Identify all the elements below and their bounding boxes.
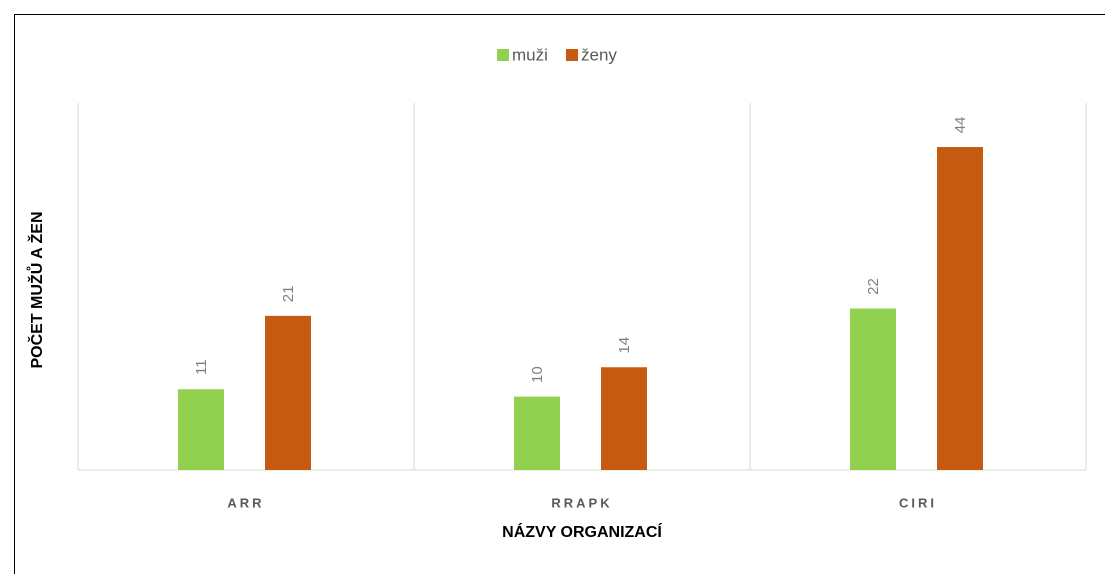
bar (850, 308, 896, 470)
bar (514, 396, 560, 470)
y-axis-title: POČET MUŽŮ A ŽEN (26, 211, 46, 368)
data-label: 44 (952, 117, 969, 134)
x-tick-label: CIRI (899, 495, 937, 510)
bar (601, 367, 647, 470)
x-tick-label: ARR (227, 495, 264, 510)
x-tick-label: RRAPK (551, 495, 612, 510)
data-label: 11 (193, 359, 210, 375)
data-label: 14 (616, 337, 633, 354)
legend-label: ženy (581, 45, 617, 64)
legend-swatch (497, 49, 509, 61)
chart-border (14, 14, 1105, 574)
bar (265, 315, 311, 470)
bar (937, 147, 983, 471)
data-label: 22 (865, 278, 882, 295)
legend-swatch (566, 49, 578, 61)
legend-label: muži (512, 45, 548, 64)
x-axis-title: NÁZVY ORGANIZACÍ (502, 522, 662, 541)
bar (178, 389, 224, 470)
data-label: 10 (529, 366, 546, 383)
data-label: 21 (280, 286, 297, 303)
